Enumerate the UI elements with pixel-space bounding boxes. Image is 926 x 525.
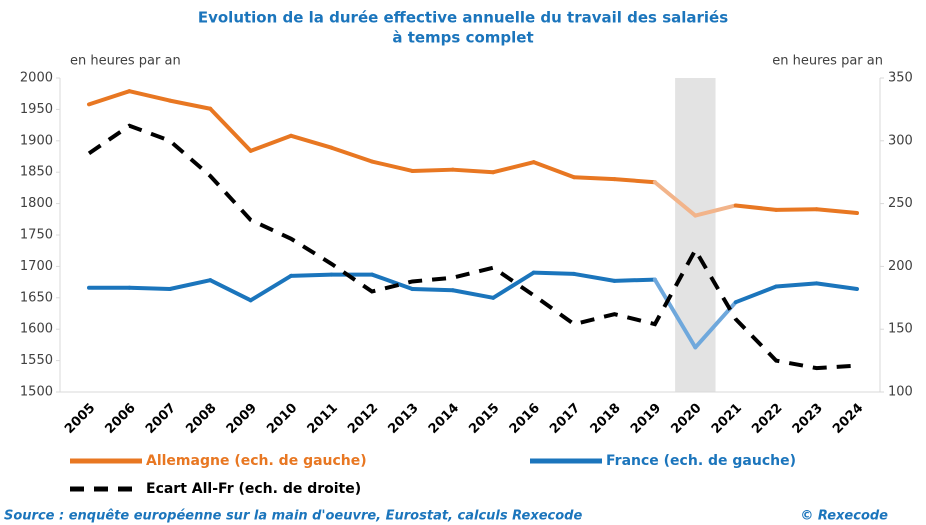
x-tick-label: 2012 [345,401,381,437]
series-segment [248,133,294,153]
y-tick-label: 1900 [20,133,53,148]
series-segment [774,281,819,289]
y-axis-label: en heures par an [70,54,181,69]
series-segment [572,175,617,182]
series-segment [208,106,253,153]
x-tick-label: 2020 [668,401,704,437]
series-segment [248,273,294,303]
legend-label: Ecart All-Fr (ech. de droite) [146,481,361,497]
x-tick-label: 2015 [466,401,502,437]
series-segment [167,278,213,292]
series-segment [369,272,415,292]
y-tick-label: 1600 [20,322,53,337]
series-segment [572,271,617,283]
x-tick-label: 2021 [709,401,745,437]
series-segment [329,145,374,164]
series-segment [167,98,213,111]
series-segment [450,288,496,300]
series-segment [491,270,536,300]
y-tick-label: 1650 [20,290,53,305]
series-segment [410,287,455,293]
y-tick-label: 1750 [20,228,53,243]
x-tick-label: 2017 [547,401,583,437]
series-segment [531,270,577,276]
series-segment [491,160,536,175]
series-segment [814,281,859,292]
x-tick-label: 2005 [62,401,98,437]
series-segment [652,180,698,218]
x-tick-label: 2018 [588,401,624,437]
series-segment [733,284,779,305]
x-tick-label: 2008 [183,401,219,437]
x-tick-label: 2010 [264,401,300,437]
y2-tick-label: 100 [888,385,913,400]
y-tick-label: 1500 [20,385,53,400]
series-segment [289,133,334,150]
series-segment [612,277,657,283]
x-tick-label: 2019 [628,401,664,437]
series-line [87,123,858,371]
chart-title: Evolution de la durée effective annuelle… [198,9,728,27]
y-tick-label: 1700 [20,259,53,274]
y2-tick-label: 200 [888,259,913,274]
series-segment [369,159,415,173]
series-segment [652,277,698,350]
x-tick-label: 2011 [305,401,341,437]
series-segment [612,177,657,185]
series-segment [531,160,577,180]
series-segment [127,89,172,103]
series-segment [208,278,253,303]
legend-label: Allemagne (ech. de gauche) [146,453,367,469]
series-segment [693,203,738,218]
series-segment [127,285,172,292]
copyright: © Rexecode [800,509,888,524]
series-segment [410,167,455,173]
y-tick-label: 1850 [20,165,53,180]
y-tick-label: 1950 [20,102,53,117]
series-segment [814,207,859,216]
x-tick-label: 2022 [749,401,785,437]
y2-tick-label: 300 [888,133,913,148]
legend-label: France (ech. de gauche) [606,453,796,469]
x-tick-label: 2013 [385,401,421,437]
series-segment [450,167,496,175]
source: Source : enquête européenne sur la main … [4,509,582,524]
y-tick-label: 1550 [20,353,53,368]
series-segment [87,89,132,107]
x-tick-label: 2009 [224,401,260,437]
y-tick-label: 2000 [20,71,53,86]
y2-axis-label: en heures par an [772,54,883,69]
chart-title: à temps complet [392,29,533,47]
x-tick-label: 2007 [143,401,179,437]
y-tick-label: 1800 [20,196,53,211]
x-tick-label: 2014 [426,401,462,437]
x-tick-label: 2024 [830,401,866,437]
x-tick-label: 2023 [790,401,826,437]
y2-tick-label: 250 [888,196,913,211]
series-segment [289,272,334,278]
y2-tick-label: 350 [888,71,913,86]
x-tick-label: 2006 [103,401,139,437]
x-tick-label: 2016 [507,401,543,437]
series-segment [733,203,779,212]
series-segment [774,207,819,212]
y2-tick-label: 150 [888,322,913,337]
shaded-band [675,78,716,392]
